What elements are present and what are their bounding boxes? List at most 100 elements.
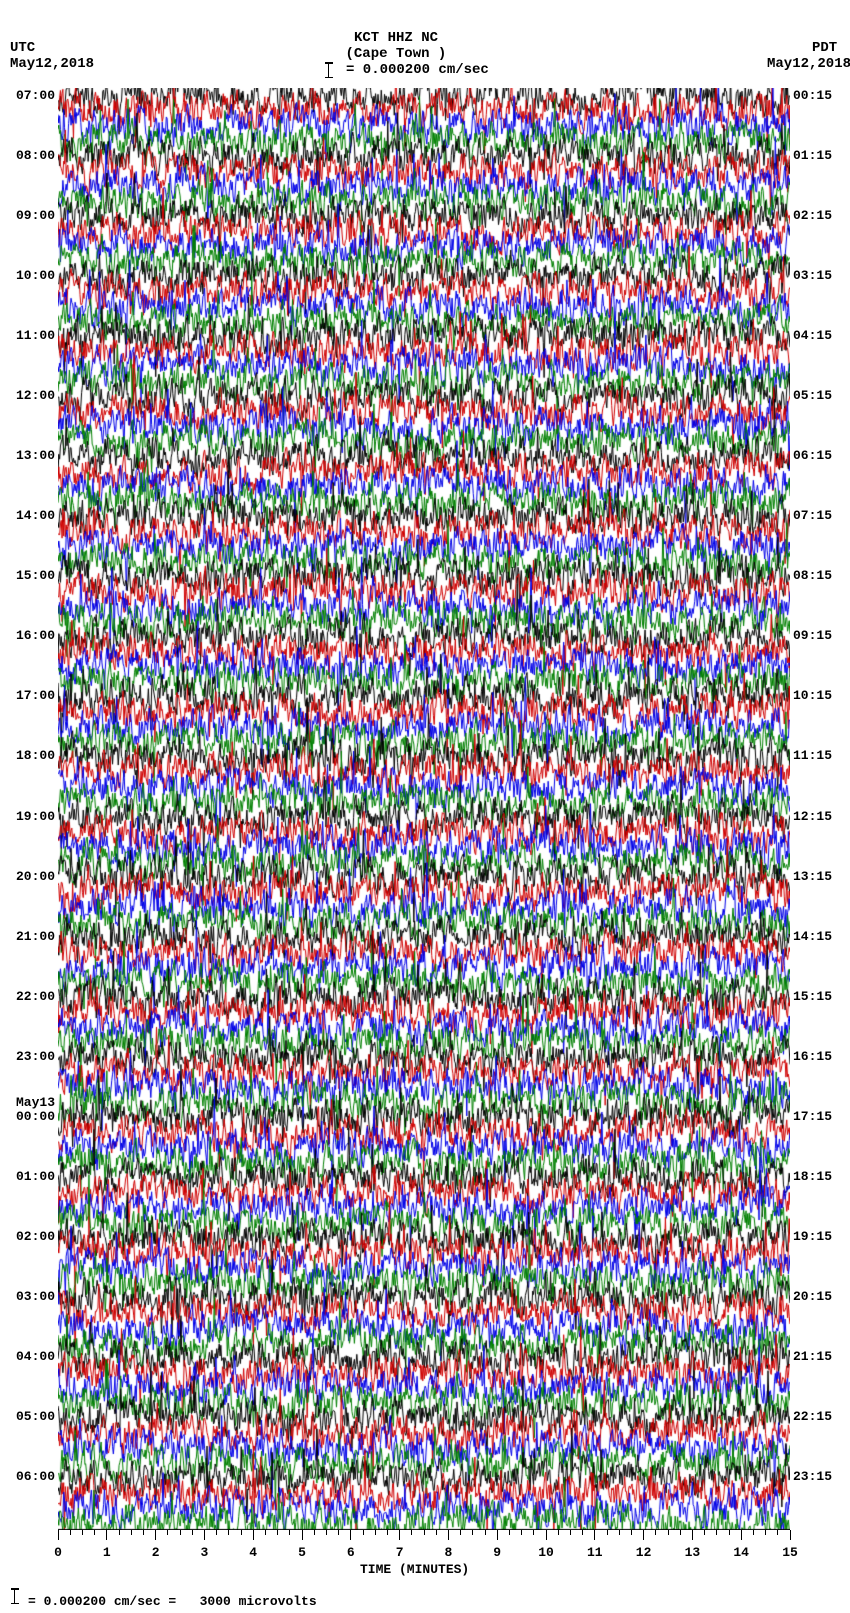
date-right: May12,2018: [767, 56, 850, 72]
x-tick-label: 10: [538, 1546, 554, 1560]
tz-left: UTC: [10, 40, 35, 56]
station-line: KCT HHZ NC: [354, 30, 438, 46]
x-tick-minor: [375, 1530, 376, 1535]
right-time-label: 20:15: [793, 1290, 832, 1304]
left-time-label: 12:00: [0, 389, 55, 403]
x-tick-minor: [655, 1530, 656, 1535]
left-time-label: 01:00: [0, 1170, 55, 1184]
left-time-label: 16:00: [0, 629, 55, 643]
x-tick-label: 6: [347, 1546, 355, 1560]
x-tick-minor: [436, 1530, 437, 1535]
x-tick-label: 9: [493, 1546, 501, 1560]
left-time-label: 22:00: [0, 990, 55, 1004]
x-tick-major: [302, 1530, 303, 1540]
x-tick-minor: [570, 1530, 571, 1535]
left-time-label: 08:00: [0, 149, 55, 163]
x-tick-minor: [82, 1530, 83, 1535]
left-time-label: 11:00: [0, 329, 55, 343]
right-time-label: 12:15: [793, 810, 832, 824]
location-line: (Cape Town ): [346, 46, 447, 62]
x-tick-minor: [485, 1530, 486, 1535]
left-time-label: 13:00: [0, 449, 55, 463]
x-tick-major: [790, 1530, 791, 1540]
x-tick-label: 12: [636, 1546, 652, 1560]
x-tick-minor: [424, 1530, 425, 1535]
right-time-label: 02:15: [793, 209, 832, 223]
x-tick-minor: [277, 1530, 278, 1535]
x-tick-minor: [192, 1530, 193, 1535]
x-tick-label: 15: [782, 1546, 798, 1560]
x-tick-label: 14: [733, 1546, 749, 1560]
x-tick-minor: [143, 1530, 144, 1535]
right-time-label: 10:15: [793, 689, 832, 703]
x-tick-label: 11: [587, 1546, 603, 1560]
right-time-label: 01:15: [793, 149, 832, 163]
left-time-label: 14:00: [0, 509, 55, 523]
right-time-label: 23:15: [793, 1470, 832, 1484]
right-time-label: 09:15: [793, 629, 832, 643]
right-time-label: 04:15: [793, 329, 832, 343]
x-tick-minor: [70, 1530, 71, 1535]
x-tick-minor: [460, 1530, 461, 1535]
left-time-label: 17:00: [0, 689, 55, 703]
x-tick-major: [497, 1530, 498, 1540]
seismogram-plot: [58, 88, 790, 1530]
left-time-label: 03:00: [0, 1290, 55, 1304]
x-tick-minor: [411, 1530, 412, 1535]
x-tick-minor: [326, 1530, 327, 1535]
right-time-label: 16:15: [793, 1050, 832, 1064]
x-tick-minor: [765, 1530, 766, 1535]
x-tick-major: [58, 1530, 59, 1540]
x-tick-major: [106, 1530, 107, 1540]
x-tick-label: 8: [444, 1546, 452, 1560]
x-tick-label: 3: [200, 1546, 208, 1560]
right-time-label: 21:15: [793, 1350, 832, 1364]
left-time-label: 02:00: [0, 1230, 55, 1244]
x-tick-minor: [729, 1530, 730, 1535]
right-time-label: 15:15: [793, 990, 832, 1004]
right-time-label: 08:15: [793, 569, 832, 583]
x-tick-minor: [704, 1530, 705, 1535]
x-tick-minor: [94, 1530, 95, 1535]
x-tick-major: [253, 1530, 254, 1540]
x-tick-minor: [716, 1530, 717, 1535]
right-time-label: 06:15: [793, 449, 832, 463]
left-time-label: 09:00: [0, 209, 55, 223]
x-tick-minor: [314, 1530, 315, 1535]
scale-bar-icon: [328, 62, 329, 78]
x-tick-minor: [558, 1530, 559, 1535]
right-time-label: 13:15: [793, 870, 832, 884]
x-tick-minor: [180, 1530, 181, 1535]
left-time-label: 23:00: [0, 1050, 55, 1064]
x-tick-major: [448, 1530, 449, 1540]
x-tick-minor: [387, 1530, 388, 1535]
right-time-label: 14:15: [793, 930, 832, 944]
x-tick-label: 2: [152, 1546, 160, 1560]
x-tick-major: [399, 1530, 400, 1540]
right-time-label: 17:15: [793, 1110, 832, 1124]
right-time-label: 11:15: [793, 749, 832, 763]
scale-text: = 0.000200 cm/sec: [346, 62, 489, 78]
x-tick-minor: [265, 1530, 266, 1535]
x-tick-minor: [119, 1530, 120, 1535]
x-tick-major: [204, 1530, 205, 1540]
left-time-label: 18:00: [0, 749, 55, 763]
date-left: May12,2018: [10, 56, 94, 72]
x-tick-minor: [509, 1530, 510, 1535]
x-tick-minor: [607, 1530, 608, 1535]
right-time-label: 07:15: [793, 509, 832, 523]
x-tick-minor: [753, 1530, 754, 1535]
x-tick-minor: [777, 1530, 778, 1535]
left-time-label: 21:00: [0, 930, 55, 944]
right-time-label: 22:15: [793, 1410, 832, 1424]
x-tick-minor: [289, 1530, 290, 1535]
left-time-label: 04:00: [0, 1350, 55, 1364]
x-tick-minor: [131, 1530, 132, 1535]
x-tick-major: [155, 1530, 156, 1540]
left-time-label: 00:00: [0, 1110, 55, 1124]
left-time-label: 19:00: [0, 810, 55, 824]
left-time-label: 05:00: [0, 1410, 55, 1424]
x-tick-label: 13: [685, 1546, 701, 1560]
left-time-label: 10:00: [0, 269, 55, 283]
x-tick-label: 7: [396, 1546, 404, 1560]
